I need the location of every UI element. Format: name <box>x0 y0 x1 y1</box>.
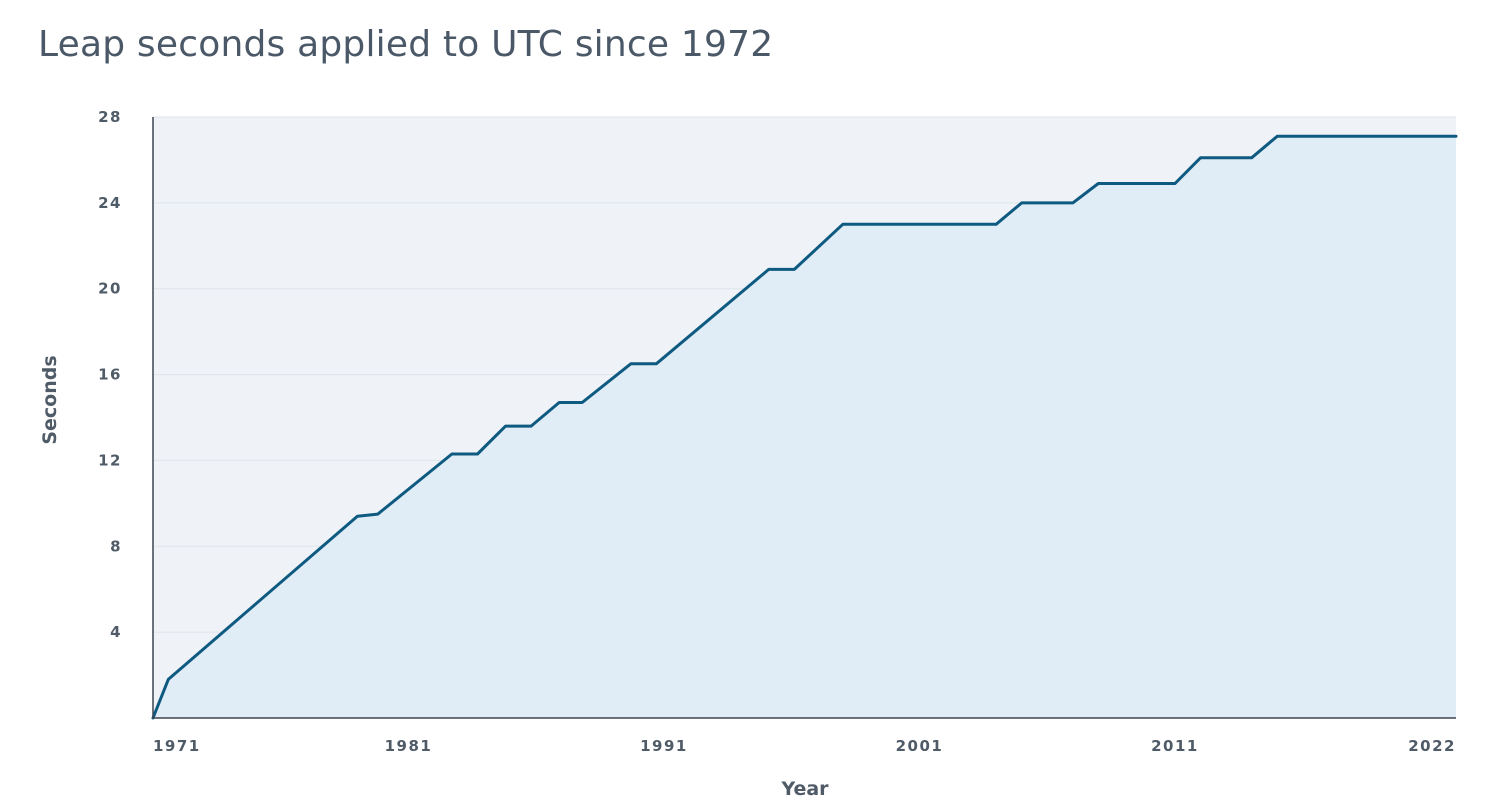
x-tick-label: 2011 <box>1151 737 1199 755</box>
y-tick-label: 24 <box>98 194 122 212</box>
x-tick-label: 1981 <box>385 737 433 755</box>
x-tick-label: 2022 <box>1408 737 1456 755</box>
y-tick-label: 28 <box>98 108 122 126</box>
x-tick-label: 1971 <box>153 737 201 755</box>
series-line <box>151 134 1458 720</box>
x-tick-label: 1991 <box>640 737 688 755</box>
y-tick-label: 16 <box>98 366 122 384</box>
y-tick-label: 20 <box>98 280 122 298</box>
y-axis-title: Seconds <box>39 355 61 444</box>
chart-title: Leap seconds applied to UTC since 1972 <box>38 24 774 65</box>
x-axis-ticks: 1971 1981 1991 2001 2011 2022 <box>153 737 1456 755</box>
y-tick-label: 12 <box>98 451 122 469</box>
y-tick-label: 4 <box>110 623 122 641</box>
x-axis-title: Year <box>780 778 829 800</box>
y-axis-ticks: 4 8 12 16 20 24 28 <box>98 108 122 641</box>
x-tick-label: 2001 <box>896 737 944 755</box>
series-area-fill <box>153 136 1456 719</box>
y-tick-label: 8 <box>110 537 122 555</box>
